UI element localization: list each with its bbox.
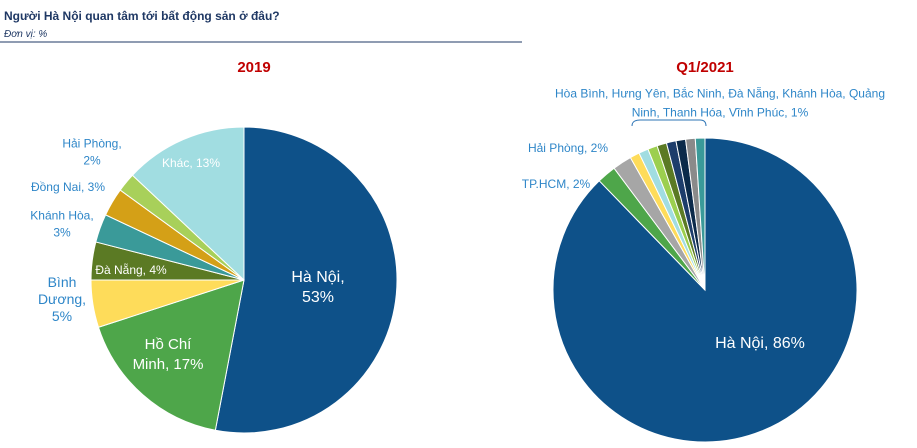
data-label: Khác, 13% [162, 156, 220, 170]
pie-slice [694, 137, 706, 291]
data-label: TP.HCM, 2% [522, 177, 591, 191]
unit-note: Đơn vị: % [4, 29, 47, 40]
data-label: Khánh Hòa, 3% [30, 209, 93, 240]
pie-slice [214, 126, 398, 434]
data-label: Hải Phòng, 2% [528, 141, 608, 155]
data-label: Đà Nẵng, 4% [95, 262, 167, 277]
data-label: Hồ Chí Minh, 17% [133, 336, 204, 373]
chart-title: 2019 [237, 59, 270, 76]
chart-title: Q1/2021 [676, 59, 734, 76]
page-title: Người Hà Nội quan tâm tới bất động sản ở… [4, 9, 280, 23]
data-label: Bình Dương, 5% [38, 274, 86, 324]
data-label: Đồng Nai, 3% [31, 180, 105, 194]
pie-slice [97, 279, 245, 431]
data-label: Hà Nội, 53% [291, 269, 344, 306]
group-bracket [631, 119, 707, 127]
group-label: Hòa Bình, Hưng Yên, Bắc Ninh, Đà Nẵng, K… [555, 86, 885, 120]
data-label: Hải Phòng, 2% [62, 137, 121, 168]
pie-slice [131, 126, 245, 282]
data-label: Hà Nội, 86% [715, 335, 805, 352]
